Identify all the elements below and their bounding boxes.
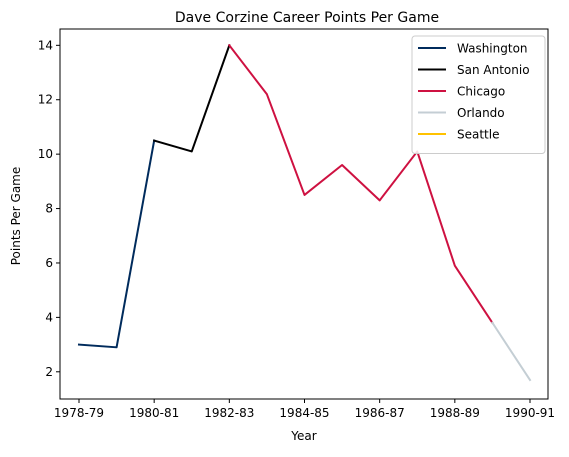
y-tick-label: 2: [45, 365, 53, 379]
legend-label: Seattle: [457, 128, 499, 142]
legend-label: Orlando: [457, 106, 505, 120]
series-line-san-antonio: [152, 44, 231, 153]
series-line-washington: [77, 139, 156, 349]
legend-label: San Antonio: [457, 63, 530, 77]
y-tick-label: 14: [38, 38, 53, 52]
x-axis-label: Year: [290, 429, 316, 443]
plot-area-frame: [59, 28, 549, 400]
chart-title: Dave Corzine Career Points Per Game: [175, 10, 439, 26]
x-axis-ticks: 1978-79 1980-81 1982-83 1984-85 1986-87 1988-…: [54, 399, 555, 420]
y-tick-label: 8: [45, 202, 53, 216]
legend-frame: [411, 35, 546, 154]
y-axis-ticks: 2 4 6 8 10 12 14: [38, 38, 60, 379]
y-tick-label: 10: [38, 147, 53, 161]
legend: Washington San Antonio Chicago Orlando Seatt…: [411, 35, 546, 154]
y-tick-label: 4: [45, 310, 53, 324]
x-tick-label: 1978-79: [54, 406, 104, 420]
series-line-orlando: [491, 321, 532, 382]
series-layer: [77, 43, 532, 382]
x-tick-label: 1990-91: [505, 406, 555, 420]
legend-label: Chicago: [457, 85, 505, 99]
series-line-chicago: [227, 43, 494, 325]
x-tick-label: 1984-85: [279, 406, 329, 420]
x-tick-label: 1982-83: [204, 406, 254, 420]
y-axis-label: Points Per Game: [9, 167, 23, 266]
y-tick-label: 6: [45, 256, 53, 270]
legend-label: Washington: [457, 42, 528, 56]
x-tick-label: 1980-81: [129, 406, 179, 420]
x-tick-label: 1986-87: [355, 406, 405, 420]
x-tick-label: 1988-89: [430, 406, 480, 420]
y-tick-label: 12: [38, 93, 53, 107]
